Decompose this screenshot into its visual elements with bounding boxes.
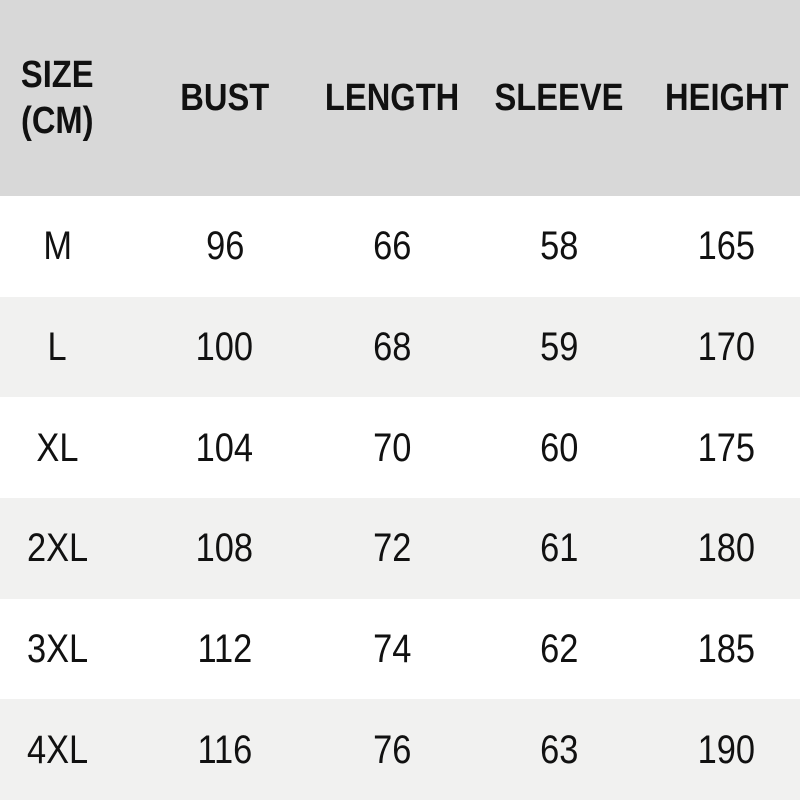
header-label-length: LENGTH xyxy=(324,77,460,119)
sleeve-value: 60 xyxy=(540,425,579,470)
sleeve-value: 62 xyxy=(540,627,579,672)
bust-cell: 96 xyxy=(141,222,308,270)
table-header-row: SIZE (CM) BUST LENGTH SLEEVE HEIGHT xyxy=(0,0,800,196)
height-value: 180 xyxy=(697,526,756,571)
table-row-l: L 100 68 59 170 xyxy=(0,296,800,398)
bust-value: 104 xyxy=(196,425,254,470)
table-row-2xl: 2XL 108 72 61 180 xyxy=(0,498,800,599)
length-cell: 74 xyxy=(308,625,475,673)
height-value: 185 xyxy=(697,627,756,672)
bust-value: 108 xyxy=(196,526,254,571)
table-row-3xl: 3XL 112 74 62 185 xyxy=(0,598,800,700)
sleeve-cell: 58 xyxy=(476,222,643,270)
bust-cell: 108 xyxy=(141,524,308,572)
sleeve-value: 58 xyxy=(540,224,579,269)
sleeve-value: 61 xyxy=(540,526,579,571)
height-cell: 165 xyxy=(643,222,800,270)
size-cell: 4XL xyxy=(0,726,141,774)
table-row-xl: XL 104 70 60 175 xyxy=(0,397,800,499)
height-value: 190 xyxy=(697,727,756,772)
height-value: 175 xyxy=(697,425,756,470)
bust-cell: 104 xyxy=(141,424,308,472)
length-value: 66 xyxy=(372,224,412,269)
length-value: 76 xyxy=(372,727,412,772)
bust-value: 116 xyxy=(197,727,253,772)
size-cell: 2XL xyxy=(0,524,141,572)
sleeve-value: 59 xyxy=(540,325,579,369)
height-cell: 175 xyxy=(643,424,800,472)
header-cell-length: LENGTH xyxy=(308,75,475,121)
size-cell: M xyxy=(0,222,141,270)
header-cell-bust: BUST xyxy=(141,75,308,121)
sleeve-cell: 61 xyxy=(476,524,643,572)
sleeve-cell: 60 xyxy=(476,424,643,472)
header-cell-sleeve: SLEEVE xyxy=(476,75,643,121)
size-value: 2XL xyxy=(26,526,89,571)
bust-cell: 100 xyxy=(141,323,308,371)
header-cell-height: HEIGHT xyxy=(643,75,800,121)
size-value: XL xyxy=(36,425,79,470)
length-value: 70 xyxy=(372,425,412,470)
header-cell-size: SIZE (CM) xyxy=(0,52,141,144)
bust-value: 100 xyxy=(196,325,254,369)
height-value: 165 xyxy=(697,224,756,269)
height-cell: 180 xyxy=(643,524,800,572)
height-value: 170 xyxy=(697,325,756,369)
table-row-m: M 96 66 58 165 xyxy=(0,196,800,297)
length-value: 72 xyxy=(372,526,412,571)
bust-value: 96 xyxy=(205,224,244,269)
bust-value: 112 xyxy=(197,627,253,672)
header-label-sleeve: SLEEVE xyxy=(494,77,624,119)
size-cell: L xyxy=(0,323,141,371)
height-cell: 190 xyxy=(643,726,800,774)
size-value: 4XL xyxy=(26,727,89,772)
height-cell: 185 xyxy=(643,625,800,673)
sleeve-cell: 59 xyxy=(476,323,643,371)
sleeve-cell: 62 xyxy=(476,625,643,673)
sleeve-cell: 63 xyxy=(476,726,643,774)
length-cell: 66 xyxy=(308,222,475,270)
height-cell: 170 xyxy=(643,323,800,371)
length-cell: 76 xyxy=(308,726,475,774)
size-value: L xyxy=(48,325,68,369)
bust-cell: 116 xyxy=(141,726,308,774)
size-value: 3XL xyxy=(26,627,89,672)
header-label-size: SIZE (CM) xyxy=(21,54,94,142)
length-value: 68 xyxy=(372,325,412,369)
length-value: 74 xyxy=(372,627,412,672)
size-cell: XL xyxy=(0,424,141,472)
header-label-height: HEIGHT xyxy=(664,77,789,119)
sleeve-value: 63 xyxy=(540,727,579,772)
length-cell: 72 xyxy=(308,524,475,572)
size-cell: 3XL xyxy=(0,625,141,673)
size-value: M xyxy=(43,224,72,269)
bust-cell: 112 xyxy=(141,625,308,673)
header-label-bust: BUST xyxy=(180,77,270,119)
table-row-4xl: 4XL 116 76 63 190 xyxy=(0,699,800,800)
length-cell: 68 xyxy=(308,323,475,371)
length-cell: 70 xyxy=(308,424,475,472)
